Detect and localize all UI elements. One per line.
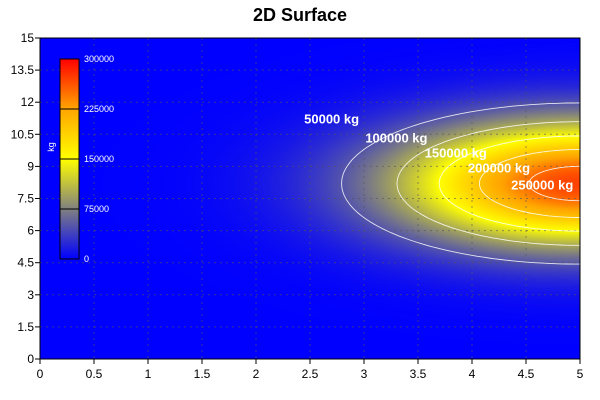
plot-area: [40, 38, 580, 359]
colorbar-tick-label: 225000: [84, 104, 114, 114]
colorbar-tick-label: 0: [84, 254, 89, 264]
contour-line: [396, 121, 580, 246]
colorbar-tick-label: 300000: [84, 54, 114, 64]
colorbar: 300000 225000 150000 75000 0 kg: [46, 54, 114, 264]
axes: 0 0.5 1 1.5 2 2.5 3 3.5 4 4.5 5 0 1.5 3 4.5 6 7.5 9 10.5 12…: [11, 31, 584, 381]
x-tick-label: 0.5: [86, 367, 103, 381]
x-tick-label: 3.5: [410, 367, 427, 381]
x-tick-label: 2: [253, 367, 260, 381]
x-tick-label: 1.5: [194, 367, 211, 381]
contour-label: 150000 kg: [425, 146, 487, 161]
y-tick-label: 4.5: [17, 256, 34, 270]
y-tick-label: 13.5: [11, 63, 35, 77]
y-tick-label: 9: [27, 159, 34, 173]
x-tick-label: 0: [37, 367, 44, 381]
x-tick-label: 2.5: [302, 367, 319, 381]
contour-line: [528, 165, 580, 202]
colorbar-tick-label: 75000: [84, 204, 109, 214]
x-tick-label: 1: [145, 367, 152, 381]
y-tick-label: 0: [27, 352, 34, 366]
y-tick-label: 1.5: [17, 320, 34, 334]
contour-line: [438, 135, 580, 232]
y-tick-label: 3: [27, 288, 34, 302]
contour-line: [341, 102, 580, 265]
x-tick-label: 3: [361, 367, 368, 381]
contour-label: 100000 kg: [365, 131, 427, 146]
contour-label: 250000 kg: [511, 178, 573, 193]
contour-lines: [341, 102, 580, 265]
x-tick-label: 4: [469, 367, 476, 381]
y-tick-label: 6: [27, 224, 34, 238]
x-tick-label: 5: [577, 367, 584, 381]
y-tick-label: 15: [21, 31, 35, 45]
y-tick-label: 7.5: [17, 192, 34, 206]
y-tick-label: 12: [21, 95, 35, 109]
y-tick-label: 10.5: [11, 127, 35, 141]
x-tick-label: 4.5: [518, 367, 535, 381]
contour-label: 50000 kg: [304, 111, 359, 126]
colorbar-tick-label: 150000: [84, 154, 114, 164]
colorbar-unit: kg: [46, 142, 56, 152]
contour-line: [478, 149, 580, 218]
contour-label: 200000 kg: [468, 161, 530, 176]
chart-title: 2D Surface: [253, 5, 347, 25]
